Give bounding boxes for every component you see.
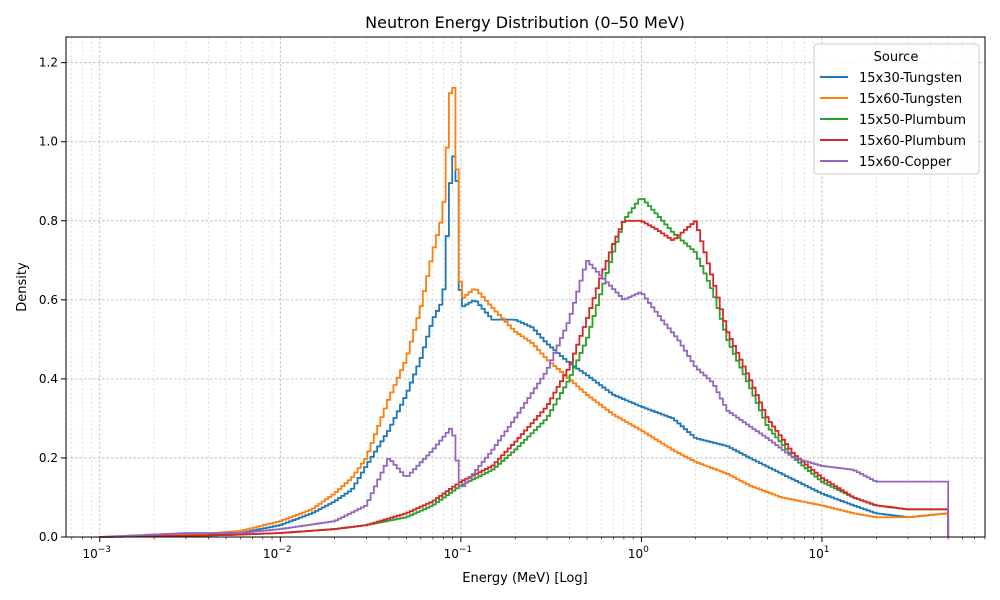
x-tick-base: 10 [628,547,643,561]
y-tick-label: 0.8 [39,214,58,228]
legend-label: 15x30-Tungsten [859,71,962,86]
y-tick-label: 0.4 [39,372,58,386]
y-axis-label: Density [15,262,30,312]
y-tick-label: 1.0 [39,135,58,149]
x-tick-label: 10−1 [444,545,473,561]
x-tick-label: 101 [808,545,829,561]
x-tick-label: 10−3 [82,545,111,561]
y-tick-label: 0.0 [39,530,58,544]
x-tick-exponent: −3 [98,545,111,555]
series-line [98,219,950,538]
x-tick-label: 10−2 [263,545,292,561]
x-tick-base: 10 [444,547,459,561]
y-tick-label: 1.2 [39,56,58,70]
series-line [98,87,950,538]
legend-label: 15x60-Copper [859,155,952,170]
x-axis-label: Energy (MeV) [Log] [462,571,587,586]
legend: Source 15x30-Tungsten 15x60-Tungsten 15x50… [813,43,980,175]
x-tick-base: 10 [263,547,278,561]
legend-label: 15x50-Plumbum [859,113,966,128]
x-tick-label: 100 [628,545,649,561]
plot-frame [65,36,986,538]
y-tick-label: 0.2 [39,451,58,465]
y-axis: 0.0 0.2 0.4 0.6 0.8 1.0 1.2 [39,56,66,544]
x-tick-base: 10 [82,547,97,561]
x-tick-exponent: 0 [643,545,649,555]
legend-items: 15x30-Tungsten 15x60-Tungsten 15x50-Plumbu… [820,71,966,170]
y-tick-label: 0.6 [39,293,58,307]
series-line [98,198,950,538]
x-tick-exponent: 1 [824,545,830,555]
x-tick-exponent: −2 [278,545,291,555]
plot-series [98,87,950,538]
x-tick-exponent: −1 [459,545,472,555]
x-axis: 10−3 10−2 10−1 100 101 [71,537,986,561]
legend-label: 15x60-Plumbum [859,134,966,149]
series-line [98,260,950,538]
chart-title: Neutron Energy Distribution (0–50 MeV) [365,13,685,32]
legend-title: Source [874,50,919,65]
x-tick-base: 10 [808,547,823,561]
legend-label: 15x60-Tungsten [859,92,962,107]
legend-box [813,43,980,175]
